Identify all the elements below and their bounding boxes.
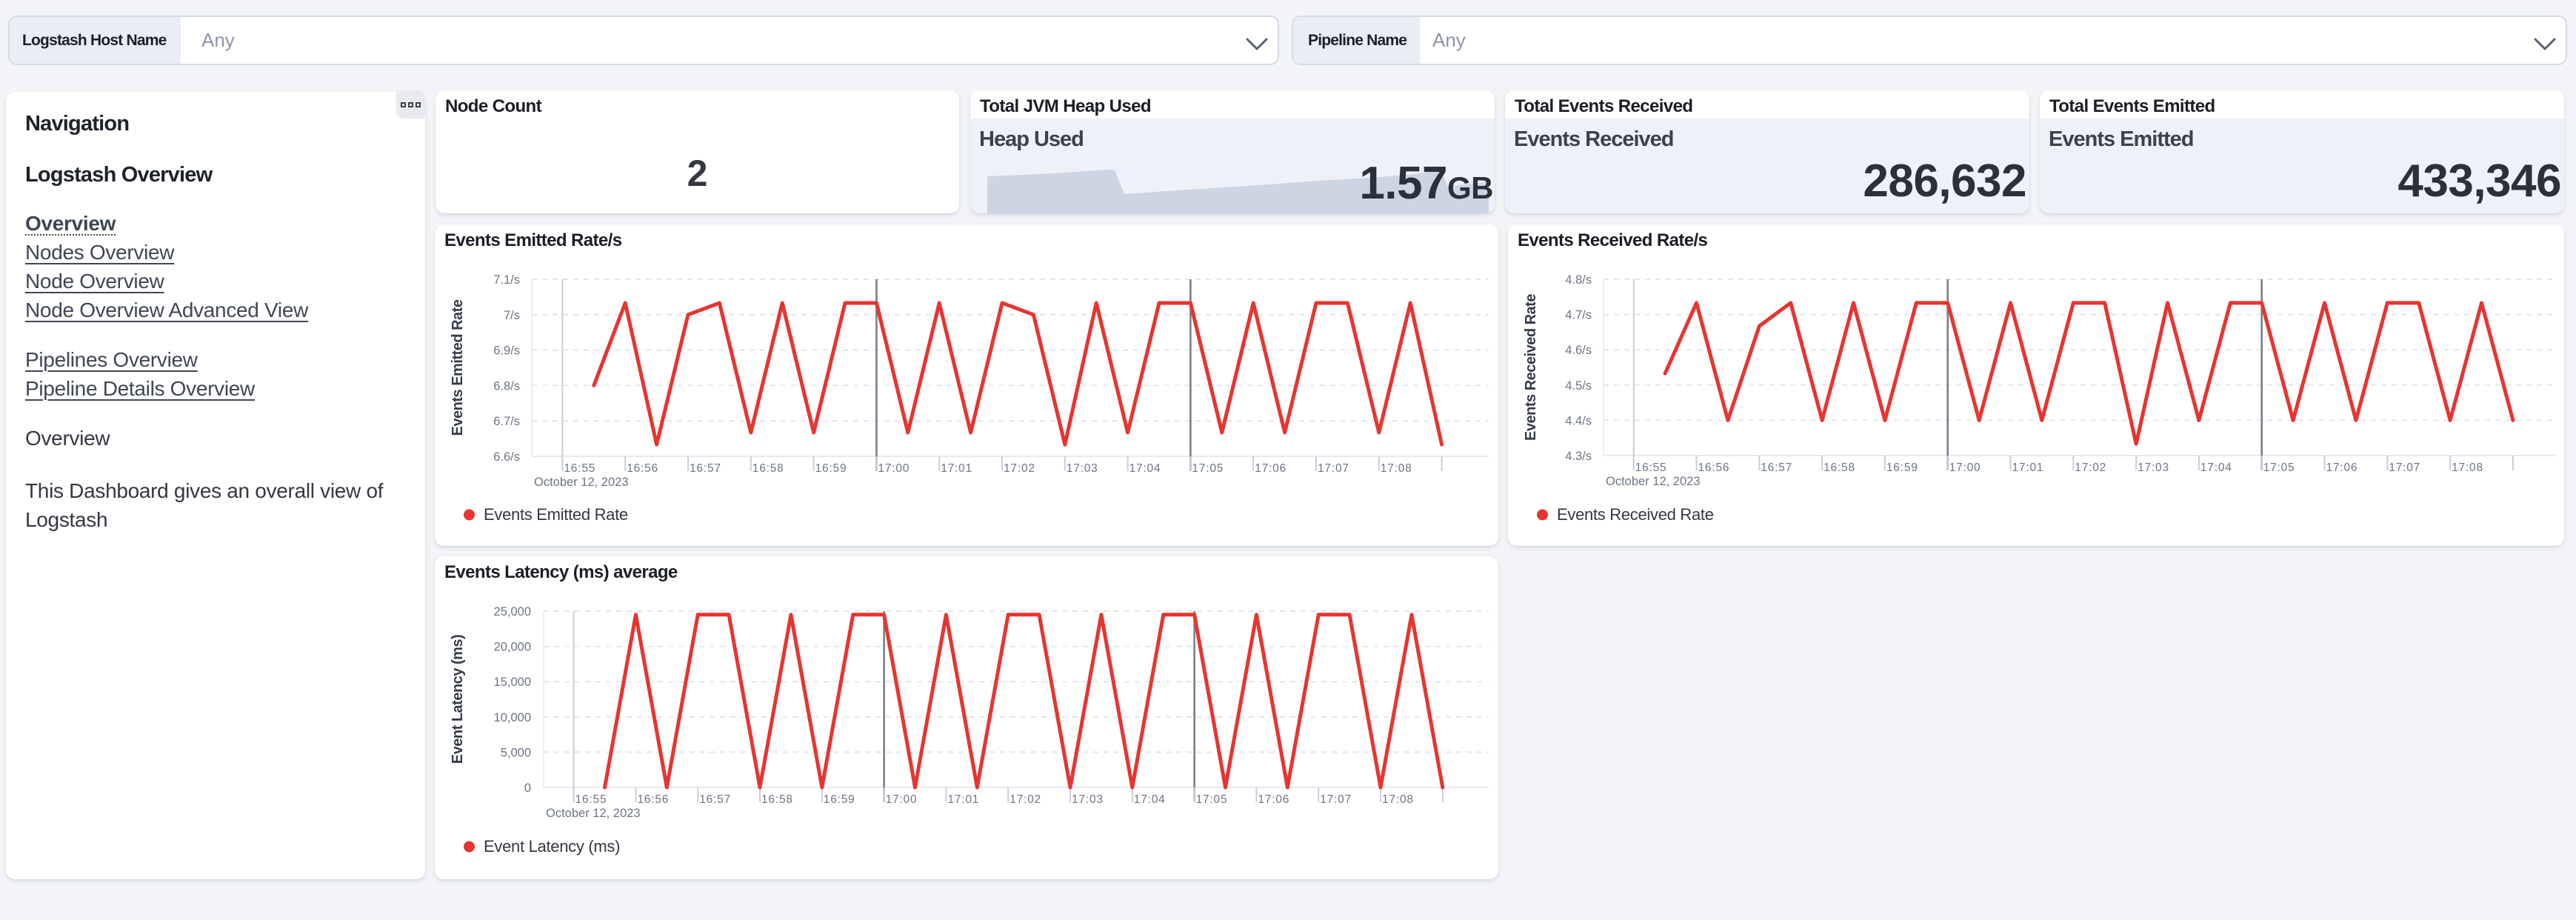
svg-text:16:57: 16:57 (690, 462, 721, 475)
svg-text:17:03: 17:03 (1067, 462, 1098, 475)
svg-text:17:08: 17:08 (2452, 461, 2483, 474)
svg-text:Event Latency (ms): Event Latency (ms) (450, 635, 466, 764)
svg-text:16:58: 16:58 (753, 462, 784, 475)
svg-text:16:57: 16:57 (699, 793, 731, 806)
svg-text:17:04: 17:04 (1129, 462, 1161, 475)
svg-text:16:59: 16:59 (1886, 461, 1918, 474)
svg-text:17:06: 17:06 (1255, 462, 1287, 475)
svg-text:4.3/s: 4.3/s (1565, 450, 1592, 463)
svg-text:16:56: 16:56 (1698, 461, 1730, 474)
svg-text:16:55: 16:55 (564, 462, 595, 475)
svg-text:17:07: 17:07 (1318, 462, 1349, 475)
svg-text:7.1/s: 7.1/s (493, 273, 520, 287)
svg-text:6.7/s: 6.7/s (493, 415, 520, 428)
svg-text:17:02: 17:02 (1004, 462, 1035, 475)
svg-text:17:00: 17:00 (886, 793, 918, 806)
svg-text:17:04: 17:04 (2200, 461, 2232, 474)
svg-text:4.5/s: 4.5/s (1565, 379, 1592, 393)
svg-text:17:06: 17:06 (1258, 793, 1289, 806)
svg-text:17:06: 17:06 (2326, 461, 2358, 474)
svg-text:16:58: 16:58 (761, 793, 793, 806)
svg-text:17:07: 17:07 (1320, 793, 1352, 806)
svg-text:17:02: 17:02 (1010, 793, 1041, 806)
svg-text:Event Latency (ms): Event Latency (ms) (484, 837, 620, 856)
svg-text:Events Received Rate: Events Received Rate (1523, 294, 1539, 441)
svg-text:17:03: 17:03 (1072, 793, 1104, 806)
svg-text:6.8/s: 6.8/s (493, 379, 520, 393)
svg-text:Events Emitted Rate: Events Emitted Rate (450, 299, 466, 436)
svg-text:17:01: 17:01 (947, 793, 979, 806)
svg-text:4.7/s: 4.7/s (1565, 309, 1592, 322)
svg-text:16:56: 16:56 (637, 793, 669, 806)
svg-text:October 12, 2023: October 12, 2023 (1606, 475, 1701, 488)
svg-text:17:08: 17:08 (1382, 793, 1414, 806)
svg-text:16:59: 16:59 (815, 462, 847, 475)
svg-text:6.9/s: 6.9/s (493, 344, 520, 358)
svg-text:6.6/s: 6.6/s (493, 450, 520, 464)
svg-text:17:03: 17:03 (2138, 461, 2169, 474)
svg-text:17:05: 17:05 (1196, 793, 1228, 806)
svg-text:17:00: 17:00 (1949, 461, 1981, 474)
svg-text:16:58: 16:58 (1823, 461, 1855, 474)
svg-text:10,000: 10,000 (494, 711, 531, 724)
svg-text:October 12, 2023: October 12, 2023 (534, 476, 629, 489)
svg-text:17:08: 17:08 (1381, 462, 1412, 475)
svg-text:20,000: 20,000 (494, 641, 531, 654)
svg-text:16:56: 16:56 (627, 462, 658, 475)
svg-text:4.4/s: 4.4/s (1565, 414, 1592, 427)
svg-text:5,000: 5,000 (501, 746, 531, 759)
svg-text:16:57: 16:57 (1761, 461, 1792, 474)
svg-text:Events Received Rate: Events Received Rate (1557, 505, 1714, 524)
svg-text:4.6/s: 4.6/s (1565, 344, 1592, 357)
svg-text:25,000: 25,000 (494, 605, 531, 619)
svg-text:7/s: 7/s (504, 309, 520, 322)
svg-text:17:01: 17:01 (941, 462, 972, 475)
svg-text:Events Emitted Rate: Events Emitted Rate (484, 505, 628, 524)
svg-text:17:01: 17:01 (2012, 461, 2044, 474)
svg-text:16:55: 16:55 (575, 793, 607, 806)
svg-text:17:05: 17:05 (2263, 461, 2295, 474)
svg-text:0: 0 (524, 781, 531, 795)
svg-text:16:59: 16:59 (824, 793, 855, 806)
svg-text:17:02: 17:02 (2075, 461, 2106, 474)
svg-text:17:00: 17:00 (878, 462, 910, 475)
svg-text:17:04: 17:04 (1134, 793, 1166, 806)
svg-text:4.8/s: 4.8/s (1565, 273, 1592, 287)
svg-text:16:55: 16:55 (1635, 461, 1667, 474)
svg-text:17:07: 17:07 (2389, 461, 2420, 474)
svg-text:15,000: 15,000 (494, 676, 531, 689)
svg-text:17:05: 17:05 (1192, 462, 1224, 475)
svg-text:October 12, 2023: October 12, 2023 (546, 807, 641, 820)
